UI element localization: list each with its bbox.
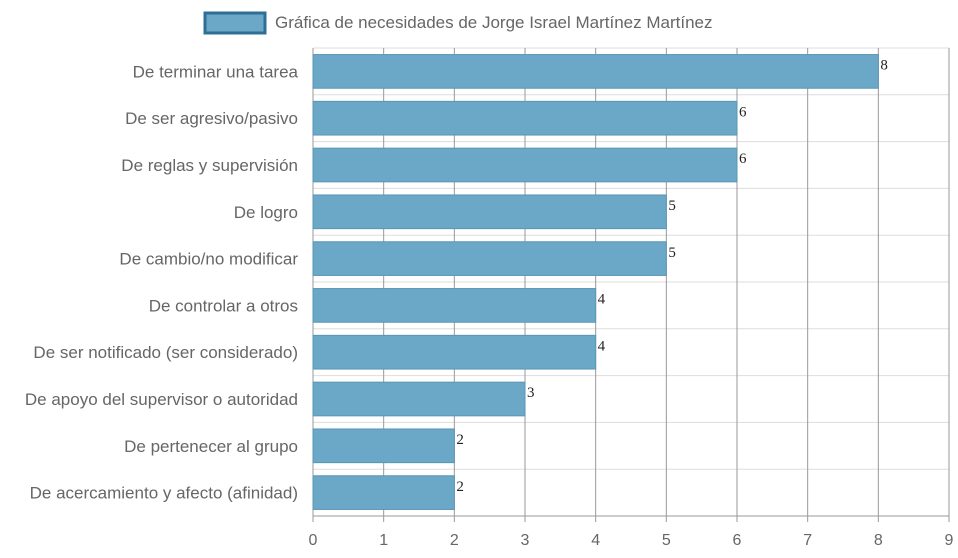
bar[interactable]	[312, 194, 667, 230]
category-label: De apoyo del supervisor o autoridad	[25, 390, 298, 409]
legend-label: Gráfica de necesidades de Jorge Israel M…	[275, 13, 713, 32]
value-label: 6	[739, 104, 747, 120]
x-tick-label: 8	[874, 532, 883, 549]
bar[interactable]	[312, 381, 526, 417]
category-label: De logro	[234, 203, 298, 222]
x-tick-label: 2	[450, 532, 459, 549]
bar[interactable]	[312, 54, 879, 89]
value-label: 2	[456, 479, 464, 495]
value-label: 3	[527, 385, 535, 401]
value-label: 5	[668, 198, 676, 214]
category-label: De reglas y supervisión	[121, 156, 298, 175]
bar[interactable]	[312, 334, 597, 370]
x-tick-label: 7	[803, 532, 812, 549]
x-tick-label: 1	[379, 532, 388, 549]
category-labels: De terminar una tarea De ser agresivo/pas…	[25, 62, 299, 502]
category-label: De controlar a otros	[149, 296, 298, 315]
x-axis-ticks: 0 1 2 3 4 5 6 7 8 9	[309, 532, 954, 549]
category-label: De ser notificado (ser considerado)	[33, 343, 298, 362]
category-label: De ser agresivo/pasivo	[125, 109, 298, 128]
x-tick-label: 4	[591, 532, 600, 549]
x-tick-label: 3	[521, 532, 530, 549]
category-label: De terminar una tarea	[133, 62, 299, 81]
category-label: De cambio/no modificar	[119, 250, 298, 269]
bar[interactable]	[312, 100, 738, 136]
value-label: 4	[598, 338, 606, 354]
bar[interactable]	[312, 475, 455, 510]
x-tick-label: 6	[733, 532, 742, 549]
legend[interactable]: Gráfica de necesidades de Jorge Israel M…	[203, 11, 713, 35]
legend-swatch	[203, 11, 267, 35]
value-label: 2	[456, 432, 464, 448]
x-tick-label: 9	[945, 532, 954, 549]
value-labels: 8 6 6 5 5 4 4 3 2 2	[456, 58, 887, 495]
value-label: 4	[598, 292, 606, 308]
value-label: 5	[668, 245, 676, 261]
value-label: 6	[739, 151, 747, 167]
category-label: De pertenecer al grupo	[124, 437, 298, 456]
bar[interactable]	[312, 288, 597, 323]
x-tick-label: 0	[309, 532, 318, 549]
x-tick-label: 5	[662, 532, 671, 549]
category-label: De acercamiento y afecto (afinidad)	[30, 484, 298, 503]
bars	[312, 54, 879, 510]
value-label: 8	[880, 58, 888, 74]
bar[interactable]	[312, 428, 455, 464]
bar[interactable]	[312, 147, 738, 183]
bar[interactable]	[312, 241, 667, 276]
